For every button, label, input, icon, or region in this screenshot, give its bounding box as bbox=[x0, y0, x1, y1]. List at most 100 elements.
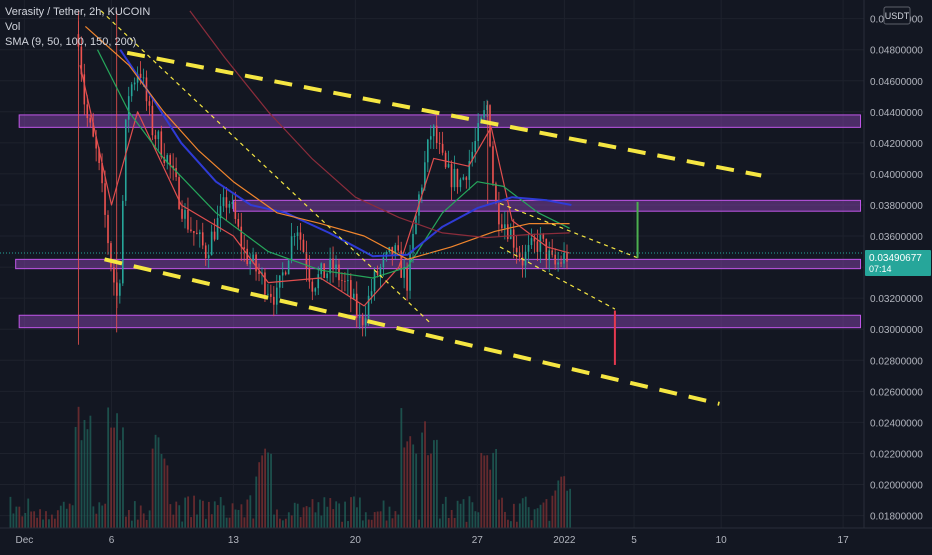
x-tick-label: 10 bbox=[716, 535, 728, 546]
x-tick-label: 2022 bbox=[553, 535, 576, 546]
volume-bar bbox=[163, 458, 166, 528]
candle-body bbox=[178, 177, 180, 209]
candle-body bbox=[492, 146, 494, 184]
volume-bar bbox=[501, 497, 503, 528]
y-tick-label: 0.03200000 bbox=[870, 294, 923, 305]
candle-body bbox=[397, 245, 400, 251]
volume-bar bbox=[450, 510, 453, 528]
volume-bar bbox=[290, 515, 293, 528]
legend-title[interactable]: Verasity / Tether, 2h, KUCOIN bbox=[5, 6, 150, 18]
volume-bar bbox=[438, 518, 441, 528]
price-axis[interactable]: 0.050000000.048000000.046000000.04400000… bbox=[870, 15, 923, 523]
y-tick-label: 0.04800000 bbox=[870, 46, 923, 57]
volume-bar bbox=[512, 503, 515, 528]
volume-bar bbox=[430, 453, 432, 528]
volume-bar bbox=[142, 513, 145, 528]
volume-bar bbox=[169, 504, 172, 528]
volume-bar bbox=[27, 498, 30, 528]
volume-bar bbox=[101, 505, 104, 528]
candle-body bbox=[267, 293, 269, 295]
volume-bar bbox=[415, 453, 418, 528]
volume-bar bbox=[104, 503, 107, 528]
volume-bar bbox=[518, 503, 521, 528]
candle-body bbox=[83, 74, 86, 105]
volume-bar bbox=[172, 514, 175, 528]
candle-body bbox=[444, 152, 447, 168]
candle-body bbox=[518, 252, 521, 258]
currency-badge[interactable]: USDT bbox=[883, 6, 911, 25]
volume-bar bbox=[207, 501, 210, 528]
volume-bar bbox=[139, 505, 142, 528]
volume-bar bbox=[154, 434, 157, 528]
candle-body bbox=[190, 229, 192, 231]
volume-bar bbox=[406, 441, 409, 528]
legend[interactable]: Verasity / Tether, 2h, KUCOIN Vol SMA (9… bbox=[5, 6, 150, 48]
volume-bar bbox=[95, 513, 98, 528]
candle-body bbox=[98, 148, 100, 163]
volume-bar bbox=[335, 501, 338, 528]
volume-bar bbox=[539, 504, 542, 528]
candle-body bbox=[219, 206, 222, 219]
volume-bar bbox=[273, 514, 275, 528]
legend-vol[interactable]: Vol bbox=[5, 21, 20, 33]
candle-body bbox=[326, 273, 328, 279]
candle-body bbox=[287, 260, 290, 275]
y-tick-label: 0.04600000 bbox=[870, 77, 923, 88]
candle-body bbox=[412, 234, 414, 253]
legend-sma[interactable]: SMA (9, 50, 100, 150, 200) bbox=[5, 36, 136, 48]
volume-bar bbox=[98, 502, 101, 528]
trendlines bbox=[100, 10, 762, 406]
candle-body bbox=[358, 316, 361, 318]
volume-bar bbox=[447, 517, 450, 528]
volume-bar bbox=[276, 509, 278, 528]
candle-body bbox=[376, 271, 379, 275]
volume-bar bbox=[71, 505, 74, 528]
candle-body bbox=[421, 187, 423, 195]
candle-body bbox=[533, 238, 536, 242]
volume-bar bbox=[551, 495, 554, 528]
candle-body bbox=[382, 257, 385, 268]
time-axis[interactable]: Dec 6 13 20 27 2022 5 10 17 bbox=[15, 535, 849, 546]
candle-body bbox=[222, 197, 225, 207]
volume-bar bbox=[293, 502, 296, 528]
candle-body bbox=[509, 229, 512, 239]
target-markers bbox=[613, 201, 639, 365]
volume-bar bbox=[456, 500, 459, 528]
volume-bar bbox=[77, 406, 80, 528]
candle-body bbox=[293, 235, 296, 237]
volume-bar bbox=[68, 503, 71, 528]
candle-body bbox=[320, 263, 323, 275]
candle-body bbox=[107, 214, 109, 244]
candle-body bbox=[249, 261, 251, 265]
candle-body bbox=[151, 105, 154, 136]
volume-bar bbox=[468, 496, 471, 528]
volume-bar bbox=[480, 452, 483, 528]
candle-body bbox=[136, 73, 139, 83]
candle-body bbox=[489, 105, 491, 147]
support-resistance-zone bbox=[18, 114, 862, 128]
candle-body bbox=[329, 258, 331, 274]
candle-body bbox=[299, 232, 302, 240]
candle-body bbox=[139, 73, 142, 79]
volume-bar bbox=[302, 507, 305, 528]
candle-body bbox=[441, 143, 444, 153]
support-resistance-zone bbox=[232, 199, 862, 212]
volume-bar bbox=[341, 521, 344, 528]
candle-body bbox=[432, 125, 435, 137]
volume-bar bbox=[527, 507, 530, 528]
candle-body bbox=[527, 245, 530, 252]
candle-body bbox=[347, 280, 349, 282]
volume-bar bbox=[279, 518, 281, 528]
volume-bar bbox=[24, 513, 27, 528]
sma-line bbox=[85, 25, 570, 260]
volume-bar bbox=[33, 511, 36, 528]
candle-body bbox=[154, 135, 157, 140]
y-tick-label: 0.04000000 bbox=[870, 170, 923, 181]
volume-bar bbox=[483, 455, 486, 528]
candle-body bbox=[462, 177, 465, 180]
volume-bar bbox=[196, 514, 198, 528]
volume-bar bbox=[471, 502, 474, 528]
candle-body bbox=[246, 248, 248, 265]
volume-bar bbox=[385, 520, 388, 528]
